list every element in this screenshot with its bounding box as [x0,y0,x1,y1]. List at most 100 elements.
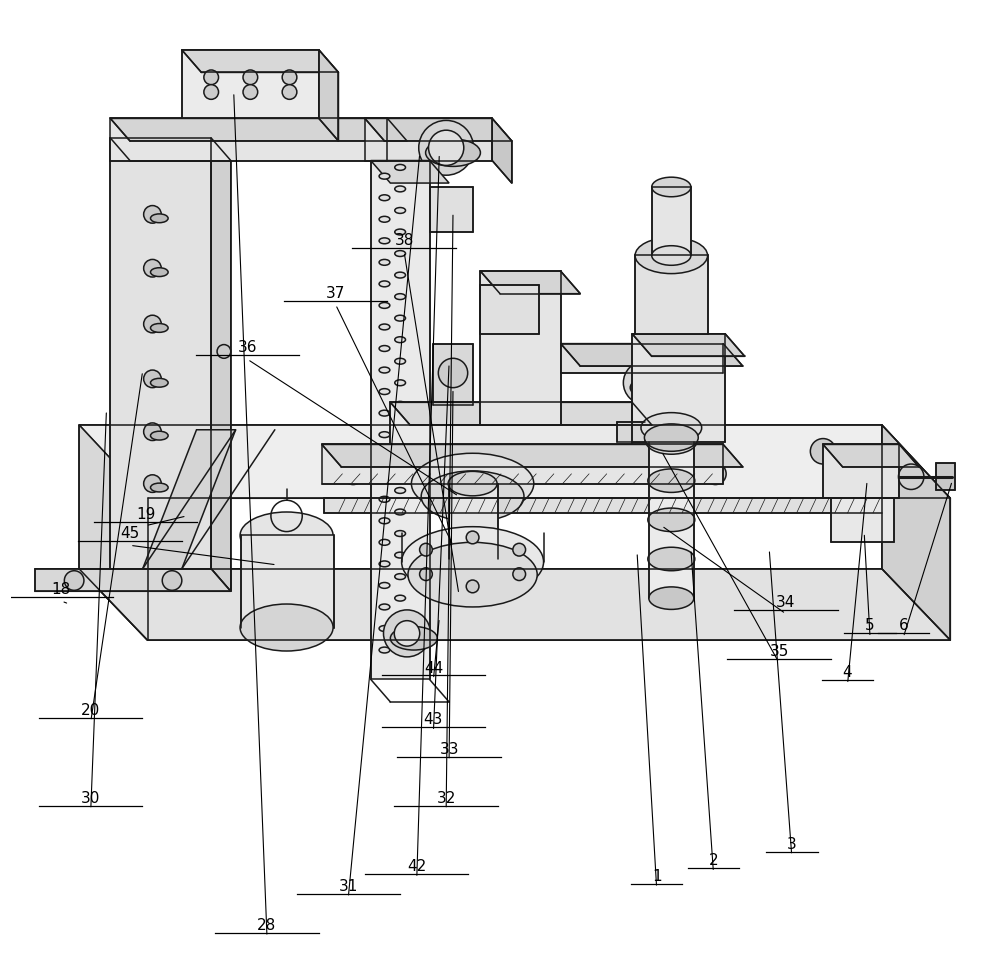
Polygon shape [936,464,955,491]
Polygon shape [110,119,387,161]
Ellipse shape [379,497,390,503]
Circle shape [705,464,726,485]
Text: 4: 4 [843,665,852,680]
Polygon shape [365,119,492,161]
Ellipse shape [395,531,406,537]
Circle shape [162,571,182,591]
Circle shape [513,544,526,556]
Text: 20: 20 [81,702,100,717]
Polygon shape [449,484,498,559]
Ellipse shape [379,561,390,567]
Ellipse shape [395,445,406,451]
Ellipse shape [395,273,406,279]
Ellipse shape [379,626,390,632]
Ellipse shape [395,359,406,365]
Ellipse shape [395,639,406,645]
Polygon shape [635,256,708,334]
Ellipse shape [652,246,691,266]
Circle shape [810,439,836,465]
Ellipse shape [379,196,390,201]
Ellipse shape [379,303,390,309]
Polygon shape [322,445,743,467]
Ellipse shape [395,187,406,193]
Ellipse shape [395,553,406,558]
Circle shape [513,568,526,581]
Ellipse shape [379,540,390,546]
Circle shape [144,206,161,224]
Ellipse shape [379,325,390,331]
Ellipse shape [379,368,390,374]
Ellipse shape [646,429,697,455]
Text: 2: 2 [709,853,718,867]
Ellipse shape [390,627,437,650]
Ellipse shape [379,518,390,524]
Ellipse shape [411,454,534,514]
Ellipse shape [150,379,168,387]
Ellipse shape [648,469,695,493]
Ellipse shape [395,402,406,408]
Polygon shape [390,403,652,425]
Polygon shape [617,422,645,442]
Text: 19: 19 [136,507,155,521]
Ellipse shape [395,230,406,236]
Ellipse shape [395,488,406,494]
Text: 36: 36 [238,340,257,355]
Ellipse shape [630,378,673,399]
Text: 1: 1 [652,868,661,883]
Ellipse shape [150,432,168,440]
Ellipse shape [379,260,390,266]
Ellipse shape [379,389,390,395]
Text: 28: 28 [257,917,277,932]
Ellipse shape [150,215,168,224]
Polygon shape [319,51,338,142]
Circle shape [342,464,364,485]
Circle shape [394,621,420,646]
Ellipse shape [648,509,695,532]
Ellipse shape [240,512,333,559]
Ellipse shape [379,346,390,352]
Ellipse shape [379,475,390,481]
Ellipse shape [644,424,698,452]
Ellipse shape [395,574,406,580]
Polygon shape [241,536,334,628]
Ellipse shape [150,269,168,278]
Text: 3: 3 [787,836,797,851]
Circle shape [204,86,219,101]
Polygon shape [823,445,899,499]
Circle shape [204,71,219,86]
Text: 6: 6 [898,618,908,633]
Ellipse shape [240,604,333,651]
Ellipse shape [395,467,406,472]
Polygon shape [492,119,512,184]
Circle shape [64,571,84,591]
Polygon shape [480,286,539,334]
Ellipse shape [150,484,168,493]
Polygon shape [110,119,407,142]
Circle shape [429,131,464,166]
Polygon shape [480,272,561,425]
Ellipse shape [402,527,544,598]
Ellipse shape [395,337,406,343]
Polygon shape [433,344,473,406]
Ellipse shape [379,647,390,653]
Circle shape [243,86,258,101]
Circle shape [466,581,479,593]
Circle shape [419,121,474,176]
Polygon shape [480,272,580,294]
Polygon shape [390,403,632,445]
Circle shape [623,362,666,405]
Text: 33: 33 [439,741,459,756]
Polygon shape [371,161,430,680]
Ellipse shape [395,208,406,214]
Ellipse shape [408,543,537,607]
Ellipse shape [379,583,390,589]
Polygon shape [143,430,236,569]
Polygon shape [882,425,950,641]
Text: 44: 44 [424,660,443,675]
Text: 42: 42 [407,859,426,873]
Polygon shape [79,569,950,641]
Polygon shape [79,425,148,641]
Polygon shape [324,499,882,513]
Polygon shape [211,139,231,592]
Circle shape [174,439,199,465]
